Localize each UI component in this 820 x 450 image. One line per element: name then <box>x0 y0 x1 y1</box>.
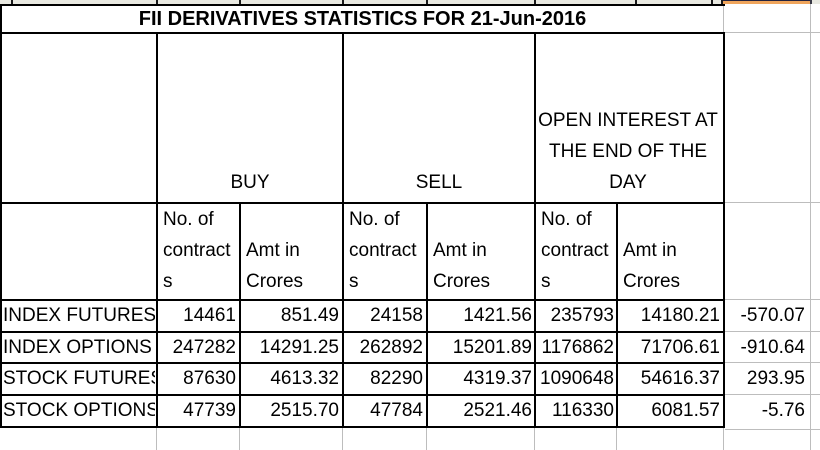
gridline <box>723 4 724 32</box>
subheader-sell-contracts[interactable]: No. of contracts <box>349 209 417 292</box>
table-border <box>616 202 618 428</box>
cell-buy-amount[interactable]: 4613.32 <box>270 368 339 389</box>
row-label[interactable]: INDEX FUTURES <box>3 305 155 326</box>
cell-buy-contracts[interactable]: 247282 <box>172 337 236 358</box>
cell-buy-amount[interactable]: 2515.70 <box>270 400 339 421</box>
cell-sell-amount[interactable]: 4319.37 <box>463 368 532 389</box>
cell-oi-contracts[interactable]: 1176862 <box>541 337 614 358</box>
cell-sell-amount[interactable]: 1421.56 <box>463 305 532 326</box>
strip-dark-edge <box>810 0 812 4</box>
top-strip <box>0 0 820 4</box>
gridline <box>156 428 157 450</box>
subheader-oi-amount[interactable]: Amt in Crores <box>623 240 681 292</box>
table-border <box>0 299 725 301</box>
strip-cell-border <box>534 0 536 4</box>
table-border <box>239 202 241 428</box>
table-border <box>0 426 725 428</box>
strip-cell-border <box>342 0 344 4</box>
table-border <box>723 32 725 428</box>
gridline <box>725 394 820 395</box>
table-border <box>342 32 344 428</box>
cell-net-value[interactable]: -5.76 <box>761 400 805 421</box>
strip-cell-border <box>156 0 158 4</box>
table-border <box>156 32 158 428</box>
cell-buy-amount[interactable]: 14291.25 <box>259 337 339 358</box>
subheader-oi-contracts[interactable]: No. of contracts <box>541 209 609 292</box>
cell-buy-contracts[interactable]: 14461 <box>183 305 236 326</box>
row-label[interactable]: STOCK FUTURES <box>3 368 155 389</box>
table-border <box>0 4 725 6</box>
cell-net-value[interactable]: -570.07 <box>740 305 805 326</box>
cell-buy-contracts[interactable]: 87630 <box>183 368 236 389</box>
row-label[interactable]: INDEX OPTIONS <box>3 337 152 358</box>
cell-oi-amount[interactable]: 71706.61 <box>640 337 720 358</box>
gridline <box>239 428 240 450</box>
table-border <box>0 4 2 428</box>
strip-cell-border <box>239 0 241 4</box>
strip-cell-border <box>426 0 428 4</box>
cell-oi-amount[interactable]: 6081.57 <box>651 400 720 421</box>
cell-sell-contracts[interactable]: 82290 <box>370 368 423 389</box>
strip-cell-border <box>721 0 723 4</box>
subheader-buy-amount[interactable]: Amt in Crores <box>246 240 304 292</box>
table-border <box>426 202 428 428</box>
table-border <box>0 32 725 34</box>
gridline <box>725 362 820 363</box>
highlighted-cell-sliver[interactable] <box>723 0 810 4</box>
table-border <box>0 394 725 396</box>
cell-oi-contracts[interactable]: 116330 <box>552 400 614 421</box>
subheader-buy-contracts[interactable]: No. of contracts <box>163 209 231 292</box>
subheader-sell-amount[interactable]: Amt in Crores <box>433 240 491 292</box>
cell-net-value[interactable]: -910.64 <box>740 337 805 358</box>
cell-buy-amount[interactable]: 851.49 <box>280 305 339 326</box>
strip-cell-border <box>11 0 13 4</box>
cell-sell-amount[interactable]: 2521.46 <box>463 400 532 421</box>
gridline <box>725 32 820 33</box>
cell-oi-contracts[interactable]: 1090648 <box>540 368 614 389</box>
gridline <box>725 331 820 332</box>
cell-oi-amount[interactable]: 54616.37 <box>640 368 720 389</box>
cell-sell-contracts[interactable]: 24158 <box>370 305 423 326</box>
title-cell[interactable]: FII DERIVATIVES STATISTICS FOR 21-Jun-20… <box>138 8 587 30</box>
gridline <box>725 202 820 203</box>
header-group-sell[interactable]: SELL <box>415 172 463 193</box>
table-border <box>534 32 536 428</box>
gridline <box>342 428 343 450</box>
cell-sell-contracts[interactable]: 262892 <box>359 337 423 358</box>
strip-cell-border <box>711 0 713 4</box>
row-label[interactable]: STOCK OPTIONS <box>3 400 155 421</box>
cell-sell-amount[interactable]: 15201.89 <box>452 337 532 358</box>
cell-oi-contracts[interactable]: 235793 <box>550 305 614 326</box>
cell-buy-contracts[interactable]: 47739 <box>183 400 236 421</box>
table-border <box>0 202 725 204</box>
gridline <box>723 428 724 450</box>
table-border <box>0 362 725 364</box>
strip-cell-border <box>635 0 637 4</box>
cell-net-value[interactable]: 293.95 <box>746 368 805 389</box>
gridline <box>426 428 427 450</box>
gridline <box>616 428 617 450</box>
cell-sell-contracts[interactable]: 47784 <box>370 400 423 421</box>
header-group-open-interest[interactable]: OPEN INTEREST AT THE END OF THE DAY <box>538 110 718 193</box>
gridline <box>810 4 811 450</box>
cell-oi-amount[interactable]: 14180.21 <box>640 305 720 326</box>
gridline <box>725 429 820 430</box>
table-border <box>0 331 725 333</box>
gridline <box>534 428 535 450</box>
header-group-buy[interactable]: BUY <box>230 172 270 193</box>
gridline <box>725 299 820 300</box>
